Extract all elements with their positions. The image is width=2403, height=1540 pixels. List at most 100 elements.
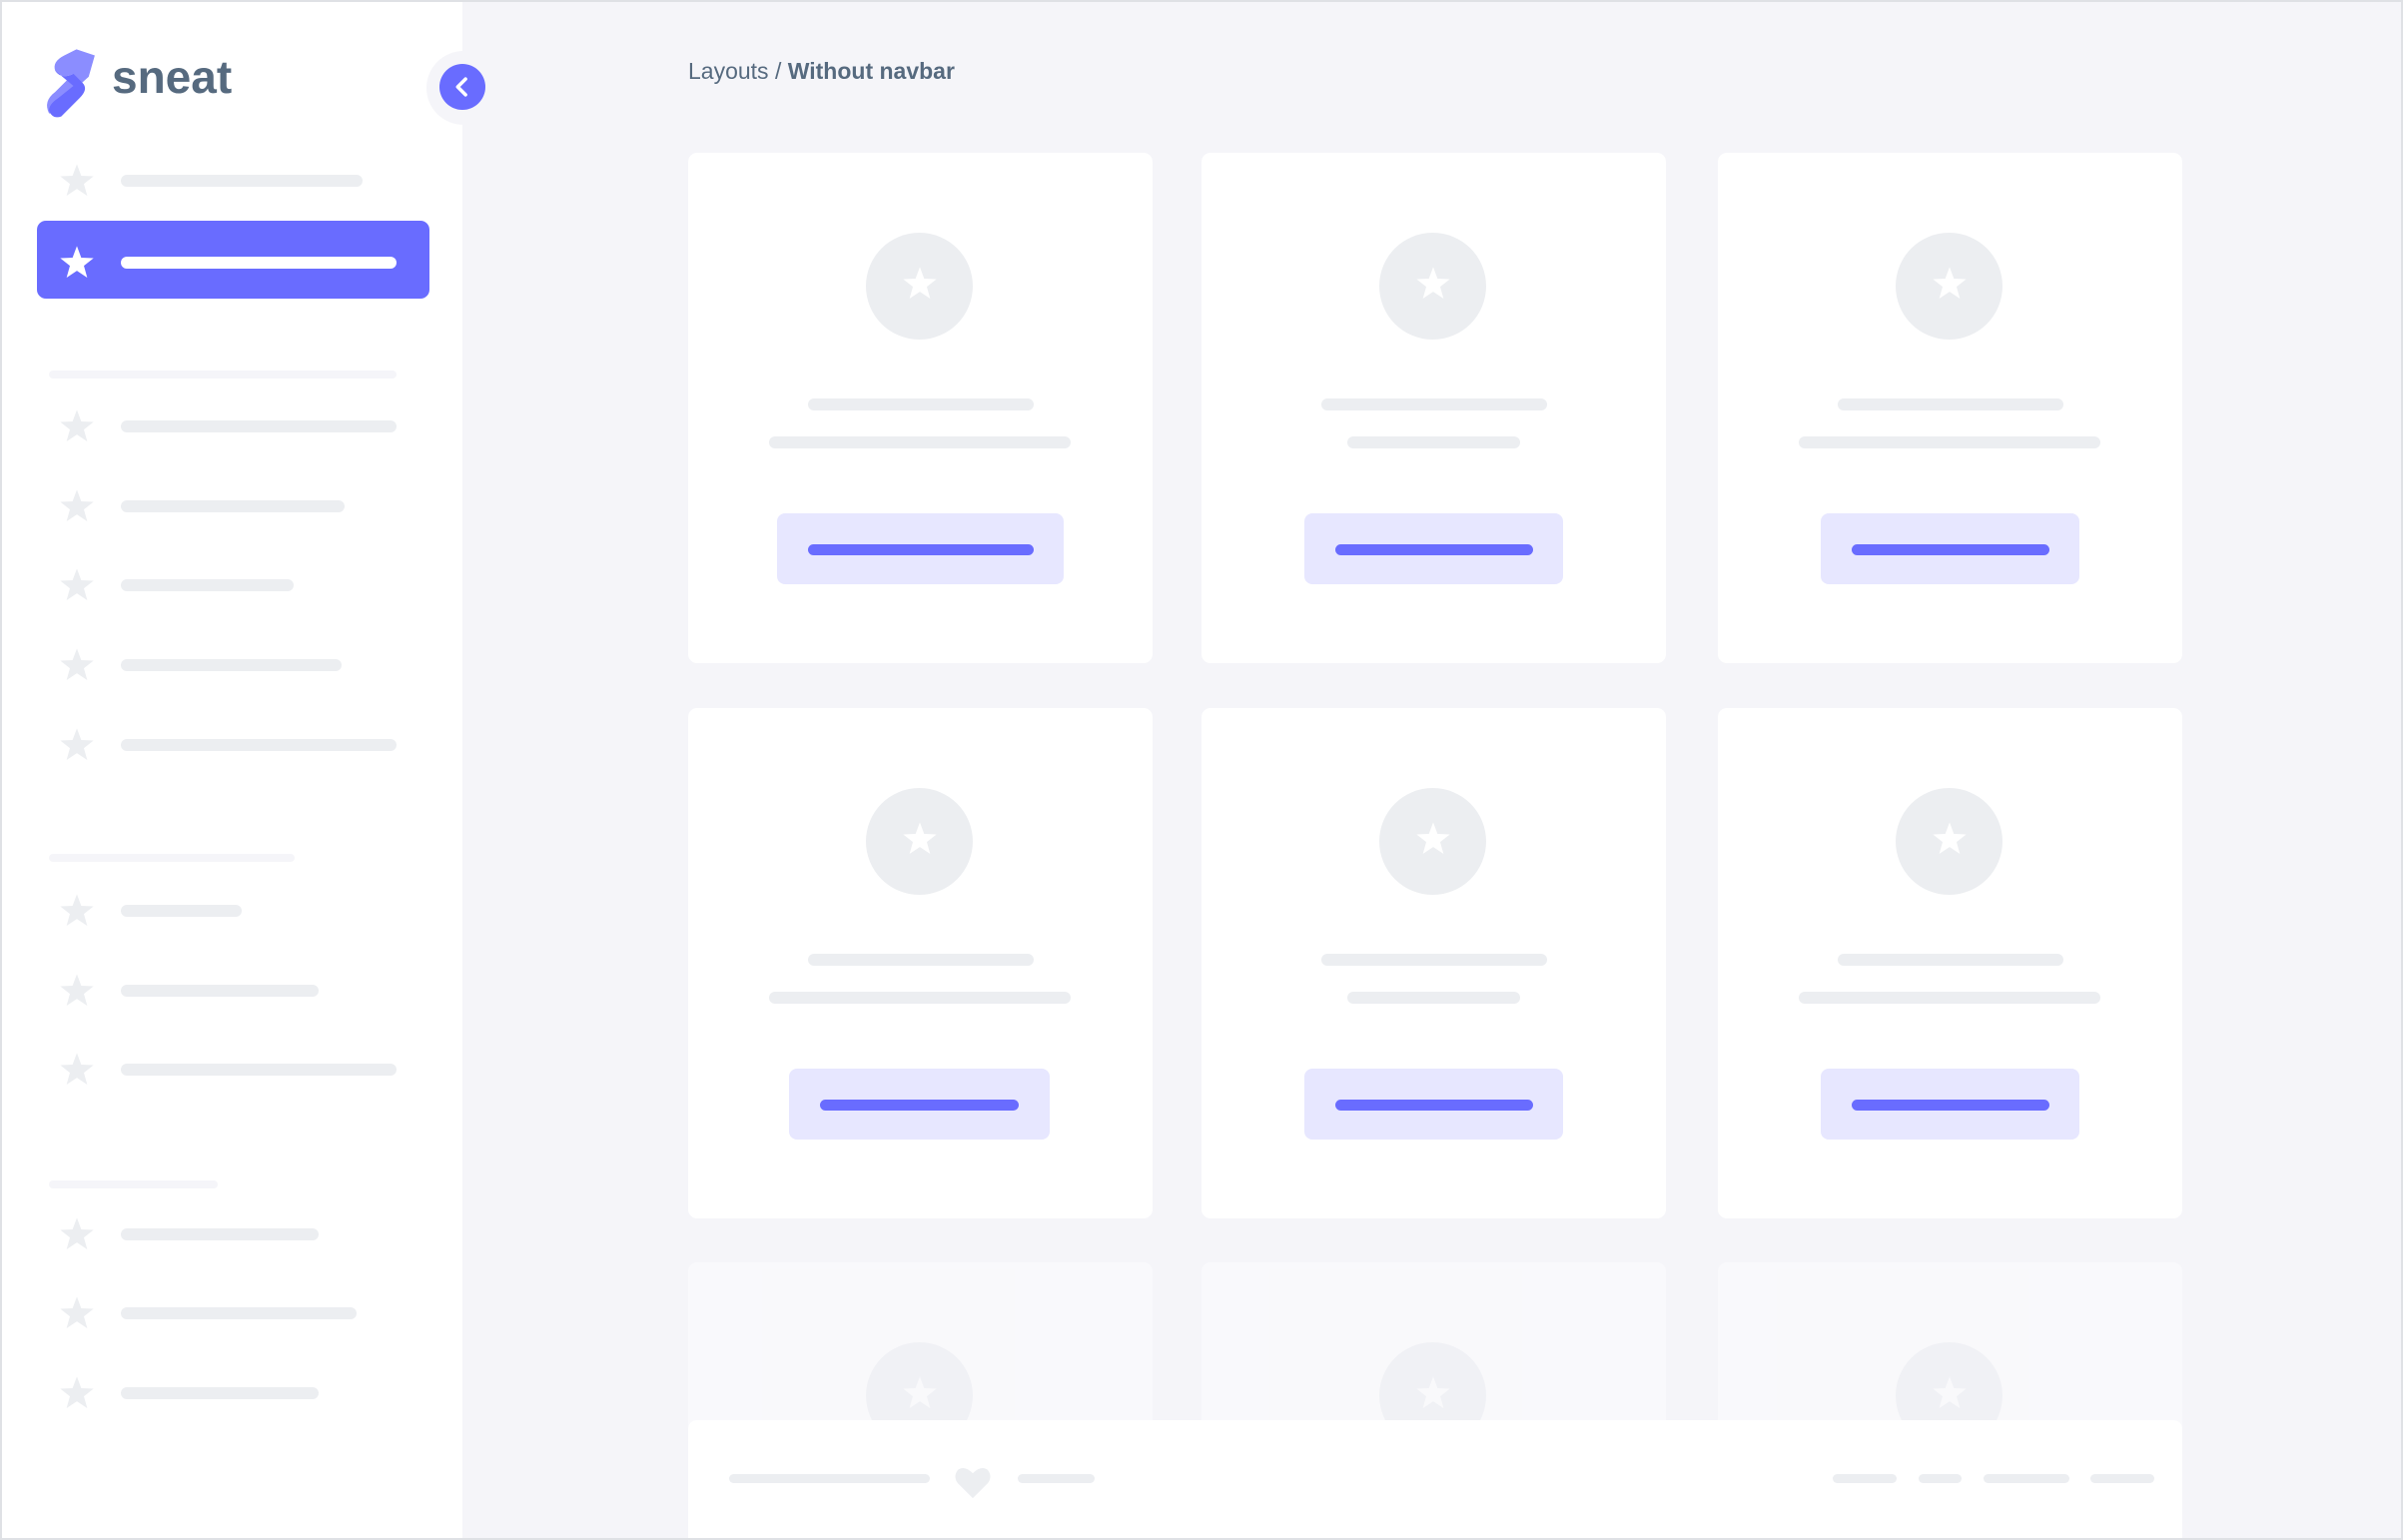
heart-icon [953, 1463, 993, 1500]
card-button[interactable] [789, 1069, 1050, 1140]
card-avatar [866, 788, 973, 895]
sidebar-item-label-placeholder [121, 175, 363, 187]
footer-link-placeholder[interactable] [1018, 1474, 1095, 1483]
card-avatar [1896, 233, 2002, 340]
content-card [1202, 153, 1666, 663]
sidebar-item-label-placeholder [121, 739, 397, 751]
breadcrumb-current: Without navbar [787, 58, 955, 84]
star-icon [900, 264, 940, 304]
card-avatar [866, 233, 973, 340]
star-icon [1413, 264, 1453, 304]
sidebar-item-label-placeholder [121, 985, 319, 997]
content-card [688, 708, 1153, 1218]
star-icon [57, 1050, 97, 1090]
sidebar-item[interactable] [37, 1203, 429, 1264]
card-button[interactable] [1304, 513, 1563, 584]
star-icon [57, 1373, 97, 1413]
card-title-placeholder [1838, 398, 2063, 410]
star-icon [57, 1293, 97, 1333]
sidebar-item-label-placeholder [121, 1387, 319, 1399]
content-card [1718, 153, 2182, 663]
content-card [688, 153, 1153, 663]
card-button[interactable] [1821, 513, 2079, 584]
card-button-label-placeholder [1852, 1100, 2049, 1111]
card-avatar [1379, 233, 1486, 340]
sidebar-item[interactable] [37, 634, 429, 695]
breadcrumb: Layouts / Without navbar [688, 58, 955, 86]
card-text-placeholder [1799, 992, 2100, 1004]
sidebar-item-label-placeholder [121, 1228, 319, 1240]
sidebar-toggle-button[interactable] [439, 64, 485, 110]
star-icon [1413, 819, 1453, 859]
sidebar-item-label-placeholder [121, 659, 342, 671]
sidebar-item[interactable] [37, 232, 429, 293]
content-card [1202, 708, 1666, 1218]
star-icon [57, 1214, 97, 1254]
card-text-placeholder [1347, 992, 1520, 1004]
footer-link-placeholder[interactable] [729, 1474, 930, 1483]
sidebar-item-label-placeholder [121, 1064, 397, 1076]
footer-link-placeholder[interactable] [1919, 1474, 1962, 1483]
sneat-logo [43, 46, 101, 120]
sidebar-item[interactable] [37, 1282, 429, 1343]
sidebar-item-label-placeholder [121, 257, 397, 269]
footer-link-placeholder[interactable] [2090, 1474, 2154, 1483]
sidebar-item-label-placeholder [121, 1307, 357, 1319]
content-card [1718, 708, 2182, 1218]
sidebar-item[interactable] [37, 880, 429, 941]
breadcrumb-separator: / [774, 58, 782, 84]
card-avatar [1896, 788, 2002, 895]
chevron-left-icon [455, 77, 467, 97]
card-button-label-placeholder [808, 544, 1034, 555]
footer [688, 1420, 2182, 1540]
card-button-label-placeholder [820, 1100, 1019, 1111]
menu-section-header [49, 371, 397, 379]
sidebar-item[interactable] [37, 554, 429, 615]
card-button[interactable] [777, 513, 1064, 584]
star-icon [57, 645, 97, 685]
card-title-placeholder [808, 398, 1034, 410]
brand-name: sneat [112, 51, 233, 103]
star-icon [57, 486, 97, 526]
sidebar-item[interactable] [37, 475, 429, 536]
star-icon [57, 725, 97, 765]
star-icon [57, 243, 97, 283]
sidebar-item[interactable] [37, 1039, 429, 1100]
card-button[interactable] [1304, 1069, 1563, 1140]
card-button-label-placeholder [1335, 544, 1533, 555]
sidebar-item-label-placeholder [121, 579, 294, 591]
footer-link-placeholder[interactable] [1833, 1474, 1897, 1483]
card-title-placeholder [1838, 954, 2063, 966]
card-title-placeholder [1321, 954, 1547, 966]
sidebar-item[interactable] [37, 960, 429, 1021]
card-avatar [1379, 788, 1486, 895]
footer-link-placeholder[interactable] [1984, 1474, 2069, 1483]
sidebar-item-label-placeholder [121, 420, 397, 432]
star-icon [900, 819, 940, 859]
sidebar-item[interactable] [37, 150, 429, 211]
star-icon [57, 161, 97, 201]
star-icon [57, 891, 97, 931]
card-title-placeholder [808, 954, 1034, 966]
sidebar-item-label-placeholder [121, 500, 345, 512]
sidebar-item[interactable] [37, 395, 429, 456]
menu-section-header [49, 1180, 218, 1188]
star-icon [1930, 1373, 1970, 1413]
menu-section-header [49, 854, 295, 862]
card-text-placeholder [769, 436, 1071, 448]
card-button-label-placeholder [1335, 1100, 1533, 1111]
star-icon [57, 971, 97, 1011]
card-button-label-placeholder [1852, 544, 2049, 555]
sidebar-item-label-placeholder [121, 905, 242, 917]
star-icon [1930, 264, 1970, 304]
card-button[interactable] [1821, 1069, 2079, 1140]
sidebar: sneat [0, 0, 462, 1540]
sidebar-item[interactable] [37, 714, 429, 775]
breadcrumb-parent[interactable]: Layouts [688, 58, 769, 84]
card-text-placeholder [1799, 436, 2100, 448]
star-icon [57, 565, 97, 605]
sidebar-item[interactable] [37, 1362, 429, 1423]
card-title-placeholder [1321, 398, 1547, 410]
star-icon [1930, 819, 1970, 859]
